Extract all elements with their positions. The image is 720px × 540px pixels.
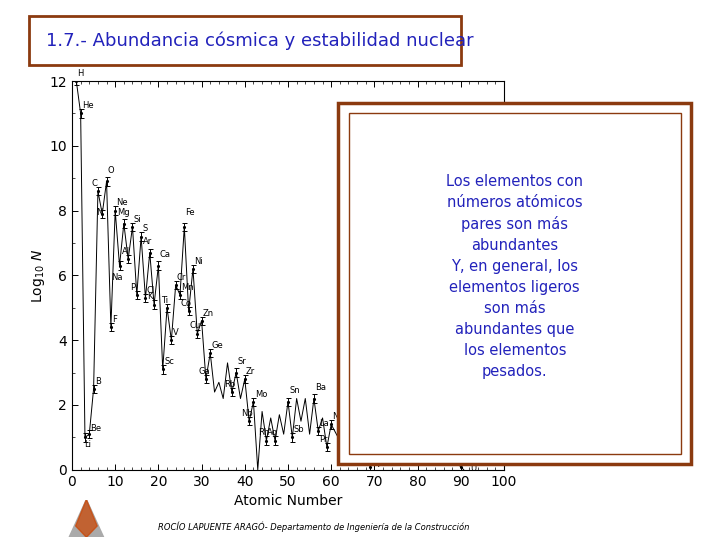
Text: V: V bbox=[173, 328, 179, 337]
FancyBboxPatch shape bbox=[338, 103, 691, 464]
Text: Zn: Zn bbox=[203, 308, 214, 318]
Text: B: B bbox=[95, 376, 101, 386]
Text: Na: Na bbox=[111, 273, 122, 282]
Text: C: C bbox=[91, 179, 97, 188]
X-axis label: Atomic Number: Atomic Number bbox=[234, 494, 342, 508]
Y-axis label: $\mathrm{Log}_{10}\ N$: $\mathrm{Log}_{10}\ N$ bbox=[30, 248, 47, 302]
Text: U: U bbox=[471, 464, 477, 473]
Text: Rb: Rb bbox=[224, 380, 235, 389]
Text: Cr: Cr bbox=[177, 273, 186, 282]
Text: Cl: Cl bbox=[147, 286, 155, 295]
Text: Nd: Nd bbox=[333, 412, 344, 421]
Text: Au: Au bbox=[415, 428, 426, 437]
Text: S: S bbox=[143, 224, 148, 233]
Text: Pb: Pb bbox=[428, 389, 438, 399]
Polygon shape bbox=[76, 500, 97, 537]
Text: ROCÍO LAPUENTE ARAGÓ- Departamento de Ingeniería de la Construcción: ROCÍO LAPUENTE ARAGÓ- Departamento de In… bbox=[158, 521, 469, 532]
Text: Pt: Pt bbox=[401, 396, 410, 405]
Text: Ca: Ca bbox=[160, 250, 171, 259]
Text: Al: Al bbox=[122, 247, 130, 256]
Text: Ni: Ni bbox=[194, 256, 203, 266]
Text: N: N bbox=[96, 208, 102, 217]
Polygon shape bbox=[69, 500, 104, 537]
Text: Eu: Eu bbox=[336, 441, 347, 450]
Text: O: O bbox=[108, 166, 114, 175]
Text: La: La bbox=[320, 418, 329, 428]
Text: Si: Si bbox=[134, 214, 141, 224]
Text: Ne: Ne bbox=[117, 198, 128, 207]
Text: Ge: Ge bbox=[212, 341, 223, 350]
Text: Nb: Nb bbox=[241, 409, 253, 418]
Text: Sr: Sr bbox=[238, 357, 246, 366]
Text: Ar: Ar bbox=[143, 237, 153, 246]
Text: Ag: Ag bbox=[267, 428, 279, 437]
Text: Sb: Sb bbox=[294, 425, 305, 434]
Text: Sc: Sc bbox=[164, 357, 174, 366]
Text: K: K bbox=[148, 292, 153, 301]
FancyBboxPatch shape bbox=[29, 16, 461, 65]
Text: Mg: Mg bbox=[117, 208, 130, 217]
Text: Be: Be bbox=[91, 423, 102, 433]
Text: Pr: Pr bbox=[319, 435, 328, 444]
Text: Ba: Ba bbox=[315, 383, 326, 392]
Text: Rh: Rh bbox=[258, 428, 270, 437]
Text: Tm: Tm bbox=[362, 454, 375, 463]
Text: P: P bbox=[130, 282, 135, 292]
Text: Cu: Cu bbox=[189, 321, 201, 330]
Text: H: H bbox=[78, 69, 84, 78]
Text: Mn: Mn bbox=[181, 282, 194, 292]
Text: Co: Co bbox=[181, 299, 192, 308]
Text: F: F bbox=[112, 315, 117, 324]
Text: Th: Th bbox=[462, 451, 472, 460]
Text: He: He bbox=[82, 101, 94, 110]
Text: Li: Li bbox=[84, 440, 91, 449]
Text: Ga: Ga bbox=[198, 367, 210, 376]
Text: Sn: Sn bbox=[289, 386, 300, 395]
Text: Los elementos con
números atómicos
pares son más
abundantes
Y, en general, los
e: Los elementos con números atómicos pares… bbox=[446, 173, 583, 379]
Text: Yb: Yb bbox=[376, 428, 386, 437]
Text: Fe: Fe bbox=[186, 208, 195, 217]
Text: Ti: Ti bbox=[161, 295, 168, 305]
Text: 1.7.- Abundancia cósmica y estabilidad nuclear: 1.7.- Abundancia cósmica y estabilidad n… bbox=[46, 31, 474, 50]
Text: Mo: Mo bbox=[255, 389, 267, 399]
Text: Dy: Dy bbox=[359, 422, 370, 431]
Text: Zr: Zr bbox=[246, 367, 256, 376]
